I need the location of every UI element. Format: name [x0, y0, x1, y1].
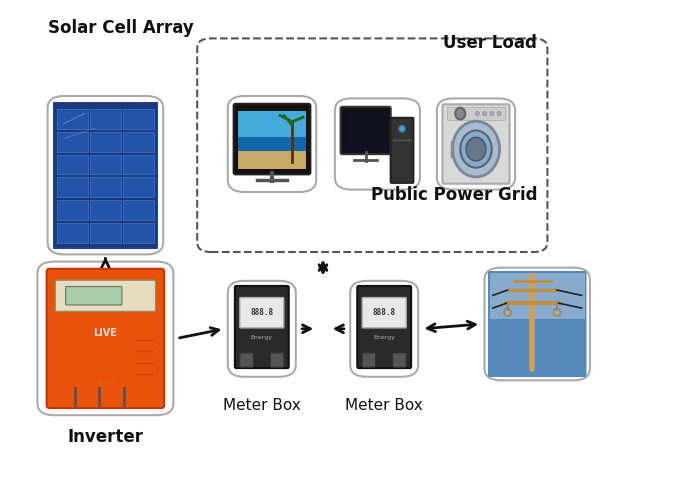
Text: Solar Cell Array: Solar Cell Array	[48, 19, 193, 37]
FancyBboxPatch shape	[37, 262, 173, 415]
FancyBboxPatch shape	[228, 281, 296, 377]
Text: Meter Box: Meter Box	[223, 398, 301, 413]
Text: Public Power Grid: Public Power Grid	[371, 186, 537, 204]
FancyBboxPatch shape	[228, 96, 316, 192]
FancyBboxPatch shape	[335, 98, 420, 190]
Text: User Load: User Load	[443, 34, 537, 51]
FancyBboxPatch shape	[48, 96, 163, 254]
Text: Meter Box: Meter Box	[345, 398, 423, 413]
FancyBboxPatch shape	[350, 281, 418, 377]
FancyBboxPatch shape	[484, 268, 590, 380]
Text: Inverter: Inverter	[67, 428, 143, 446]
FancyBboxPatch shape	[437, 98, 515, 190]
